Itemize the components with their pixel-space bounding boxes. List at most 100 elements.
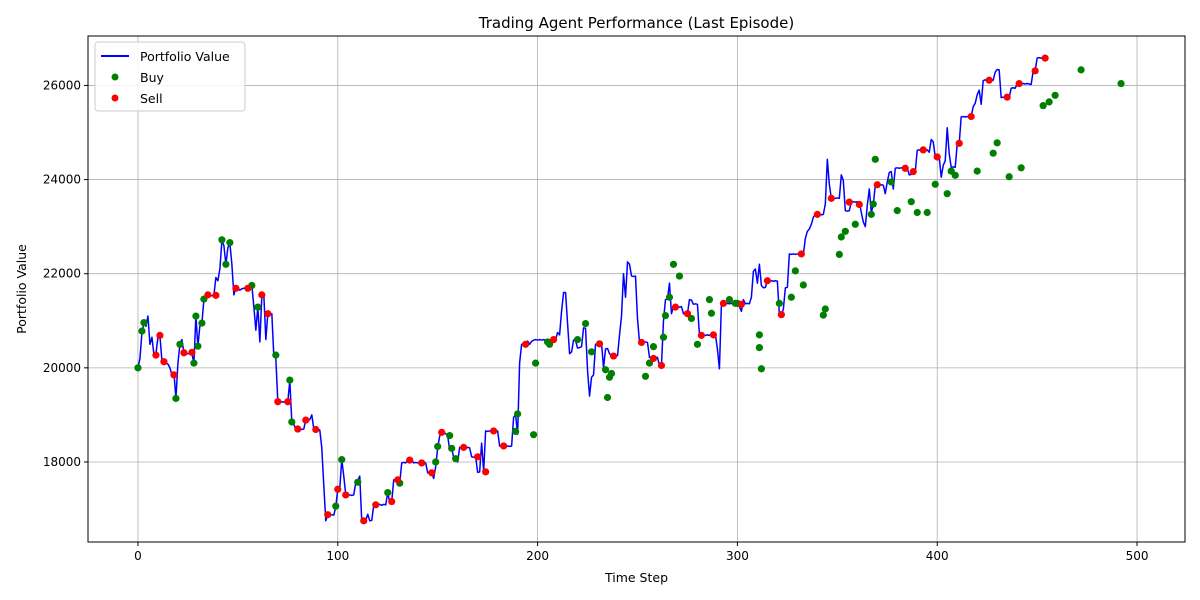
sell-marker [1031,67,1039,75]
sell-marker [312,425,320,434]
buy-marker [871,155,879,163]
buy-marker [448,444,456,452]
buy-marker [641,372,650,380]
buy-marker [725,295,734,304]
sell-marker [500,442,508,450]
buy-marker [432,458,440,466]
sell-marker [160,358,168,366]
sell-marker [460,443,468,451]
y-axis-label: Portfolio Value [14,244,29,334]
buy-marker [837,233,845,241]
buy-marker [198,319,206,327]
buy-marker [607,369,616,378]
sell-marker [428,469,436,477]
sell-marker [955,139,963,147]
buy-marker [693,340,702,348]
x-tick-label: 100 [326,549,349,563]
buy-marker [907,198,915,206]
buy-marker [573,336,582,344]
sell-marker [719,299,728,307]
sell-marker [418,459,426,467]
sell-marker [797,250,805,258]
buy-marker [887,178,895,186]
buy-marker [841,227,849,235]
buy-marker [452,455,460,463]
sell-marker [813,210,821,218]
sell-marker [212,291,220,299]
x-tick-label: 400 [926,549,949,563]
buy-marker [755,344,763,352]
buy-marker [661,311,670,320]
buy-marker [338,456,346,464]
buy-marker [1017,164,1025,172]
sell-marker [709,331,718,339]
buy-marker [512,427,520,435]
x-tick-label: 200 [526,549,549,563]
legend-sell-marker [111,94,119,102]
sell-marker [549,336,558,344]
buy-marker [172,394,180,403]
sell-marker [474,453,482,461]
legend-label-portfolio: Portfolio Value [140,49,230,64]
buy-marker [659,333,668,341]
sell-marker [324,511,332,519]
plot-frame [87,35,1186,543]
buy-marker [757,365,765,373]
sell-marker [294,425,302,433]
buy-marker [787,293,795,301]
buy-marker [1077,66,1085,74]
buy-marker [931,180,939,188]
buy-marker [286,376,294,384]
buy-marker [705,295,714,304]
buy-marker [923,208,931,217]
sell-marker [152,351,160,359]
buy-marker [665,293,674,301]
sell-marker [180,349,188,357]
sell-marker [360,517,368,525]
sell-marker [657,361,666,370]
buy-marker [819,311,827,319]
buy-marker [176,340,184,348]
legend-box [94,41,246,112]
buy-marker [913,208,921,217]
buy-marker [587,348,596,356]
sell-marker [697,331,706,339]
sell-marker [490,427,498,435]
buy-marker [192,312,200,320]
buy-marker [446,432,454,440]
legend-buy-marker [111,73,119,81]
buy-marker [226,239,234,247]
buy-marker [893,207,901,215]
x-tick-label: 300 [726,549,749,563]
buy-marker [194,342,202,350]
buy-marker [354,478,362,486]
buy-marker [272,351,280,359]
sell-marker [244,284,252,292]
y-tick-label: 22000 [43,267,81,281]
sell-marker [609,352,618,360]
sell-marker [671,303,680,311]
axis-ticks: 0 100 200 300 400 500 18000 20000 22000 24000 2600… [43,78,1149,563]
buy-marker [869,200,877,208]
sell-marker [855,200,863,209]
sell-marker [873,181,881,189]
sell-marker [406,456,414,464]
sell-marker [334,485,342,493]
sell-marker [232,284,240,292]
sell-marker [388,497,396,506]
buy-marker [645,359,654,367]
buy-marker [687,314,696,323]
legend: Portfolio Value Buy Sell [94,41,246,112]
y-tick-label: 24000 [43,173,81,187]
buy-marker [675,272,684,280]
buy-marker [707,309,716,317]
buy-marker [1117,79,1125,88]
legend-label-buy: Buy [140,70,164,85]
sell-marker [204,291,212,299]
sell-marker [302,416,310,424]
buy-marker [799,281,807,289]
buy-marker [603,393,612,402]
grid [88,36,1185,542]
buy-marker [384,488,392,497]
